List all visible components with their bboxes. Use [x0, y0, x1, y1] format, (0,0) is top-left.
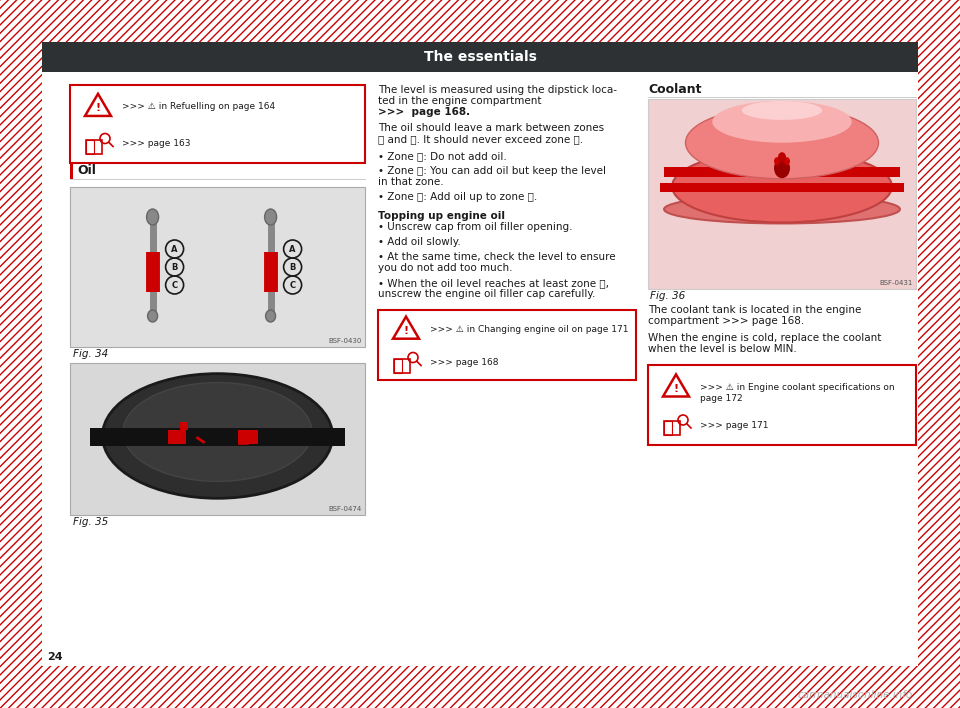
Text: When the engine is cold, replace the coolant: When the engine is cold, replace the coo… — [648, 333, 881, 343]
Text: !: ! — [403, 326, 409, 336]
Text: • Unscrew cap from oil filler opening.: • Unscrew cap from oil filler opening. — [378, 222, 572, 232]
Ellipse shape — [123, 382, 312, 481]
Text: >>> page 171: >>> page 171 — [700, 421, 769, 430]
Text: • Zone Ⓑ: You can add oil but keep the level: • Zone Ⓑ: You can add oil but keep the l… — [378, 166, 606, 176]
Text: >>> page 163: >>> page 163 — [122, 139, 190, 148]
Bar — [180, 422, 187, 430]
Text: >>> ⚠ in Changing engine oil on page 171: >>> ⚠ in Changing engine oil on page 171 — [430, 325, 629, 334]
Text: Topping up engine oil: Topping up engine oil — [378, 211, 505, 221]
Ellipse shape — [685, 107, 878, 179]
Bar — [664, 421, 680, 435]
Text: >>> ⚠ in Refuelling on page 164: >>> ⚠ in Refuelling on page 164 — [122, 103, 276, 111]
Bar — [378, 310, 636, 380]
Text: >>>  page 168.: >>> page 168. — [378, 107, 470, 117]
Text: carmanualsonline.info: carmanualsonline.info — [798, 690, 913, 700]
Ellipse shape — [664, 195, 900, 224]
Text: A: A — [289, 244, 296, 253]
Text: Fig. 34: Fig. 34 — [73, 349, 108, 359]
Text: when the level is below MIN.: when the level is below MIN. — [648, 344, 797, 354]
Text: • When the oil level reaches at least zone Ⓑ,: • When the oil level reaches at least zo… — [378, 278, 609, 288]
Bar — [86, 139, 94, 154]
Text: • Zone Ⓒ: Add oil up to zone Ⓑ.: • Zone Ⓒ: Add oil up to zone Ⓑ. — [378, 192, 538, 202]
Ellipse shape — [148, 310, 157, 322]
Text: Oil: Oil — [77, 164, 96, 178]
Bar — [0, 666, 960, 708]
Bar — [664, 421, 672, 435]
Text: compartment >>> page 168.: compartment >>> page 168. — [648, 316, 804, 326]
Text: in that zone.: in that zone. — [378, 177, 444, 187]
Bar — [90, 428, 345, 446]
Text: The level is measured using the dipstick loca-: The level is measured using the dipstick… — [378, 85, 617, 95]
Ellipse shape — [742, 101, 822, 120]
Text: BSF-0430: BSF-0430 — [328, 338, 362, 344]
Bar — [664, 167, 900, 177]
Bar — [660, 183, 904, 192]
Bar — [70, 163, 73, 179]
Text: Fig. 35: Fig. 35 — [73, 517, 108, 527]
Bar — [167, 430, 185, 444]
Text: The essentials: The essentials — [423, 50, 537, 64]
Text: !: ! — [673, 384, 679, 394]
Text: • Zone Ⓐ: Do not add oil.: • Zone Ⓐ: Do not add oil. — [378, 151, 507, 161]
Text: BSF-0474: BSF-0474 — [328, 506, 362, 512]
Text: C: C — [290, 280, 296, 290]
Ellipse shape — [672, 150, 892, 222]
Text: page 172: page 172 — [700, 394, 743, 403]
Text: The oil should leave a mark between zones: The oil should leave a mark between zone… — [378, 123, 604, 133]
Bar — [42, 42, 918, 72]
Bar — [0, 0, 960, 42]
Bar — [918, 42, 960, 666]
Text: A: A — [171, 244, 178, 253]
Ellipse shape — [778, 152, 786, 162]
Bar — [70, 85, 365, 163]
Bar — [394, 358, 402, 372]
Bar — [70, 363, 365, 515]
Ellipse shape — [712, 101, 852, 143]
Bar — [70, 187, 365, 347]
Text: !: ! — [95, 103, 101, 113]
Text: B: B — [172, 263, 178, 271]
Bar — [237, 430, 257, 444]
Text: unscrew the engine oil filler cap carefully.: unscrew the engine oil filler cap carefu… — [378, 289, 595, 299]
Text: >>> page 168: >>> page 168 — [430, 358, 498, 367]
Bar — [237, 430, 248, 444]
Ellipse shape — [103, 374, 332, 498]
Ellipse shape — [774, 158, 790, 178]
Ellipse shape — [265, 209, 276, 225]
Text: Fig. 36: Fig. 36 — [650, 291, 685, 301]
Ellipse shape — [784, 157, 790, 165]
Bar — [86, 139, 102, 154]
Text: 24: 24 — [47, 652, 62, 662]
Ellipse shape — [266, 310, 276, 322]
Text: BSF-0431: BSF-0431 — [879, 280, 913, 286]
Text: >>> ⚠ in Engine coolant specifications on: >>> ⚠ in Engine coolant specifications o… — [700, 383, 895, 392]
Text: ted in the engine compartment: ted in the engine compartment — [378, 96, 541, 106]
Text: B: B — [289, 263, 296, 271]
Text: you do not add too much.: you do not add too much. — [378, 263, 513, 273]
Text: Ⓐ and Ⓒ. It should never exceed zone Ⓐ.: Ⓐ and Ⓒ. It should never exceed zone Ⓐ. — [378, 134, 583, 144]
Bar — [0, 42, 42, 666]
Text: C: C — [172, 280, 178, 290]
Ellipse shape — [774, 157, 780, 165]
Text: The coolant tank is located in the engine: The coolant tank is located in the engin… — [648, 305, 861, 315]
Text: • At the same time, check the level to ensure: • At the same time, check the level to e… — [378, 252, 615, 262]
Ellipse shape — [147, 209, 158, 225]
Text: • Add oil slowly.: • Add oil slowly. — [378, 237, 461, 247]
Bar — [394, 358, 410, 372]
Bar — [648, 99, 916, 289]
Bar — [648, 365, 916, 445]
Bar — [42, 42, 918, 666]
Text: Coolant: Coolant — [648, 83, 702, 96]
